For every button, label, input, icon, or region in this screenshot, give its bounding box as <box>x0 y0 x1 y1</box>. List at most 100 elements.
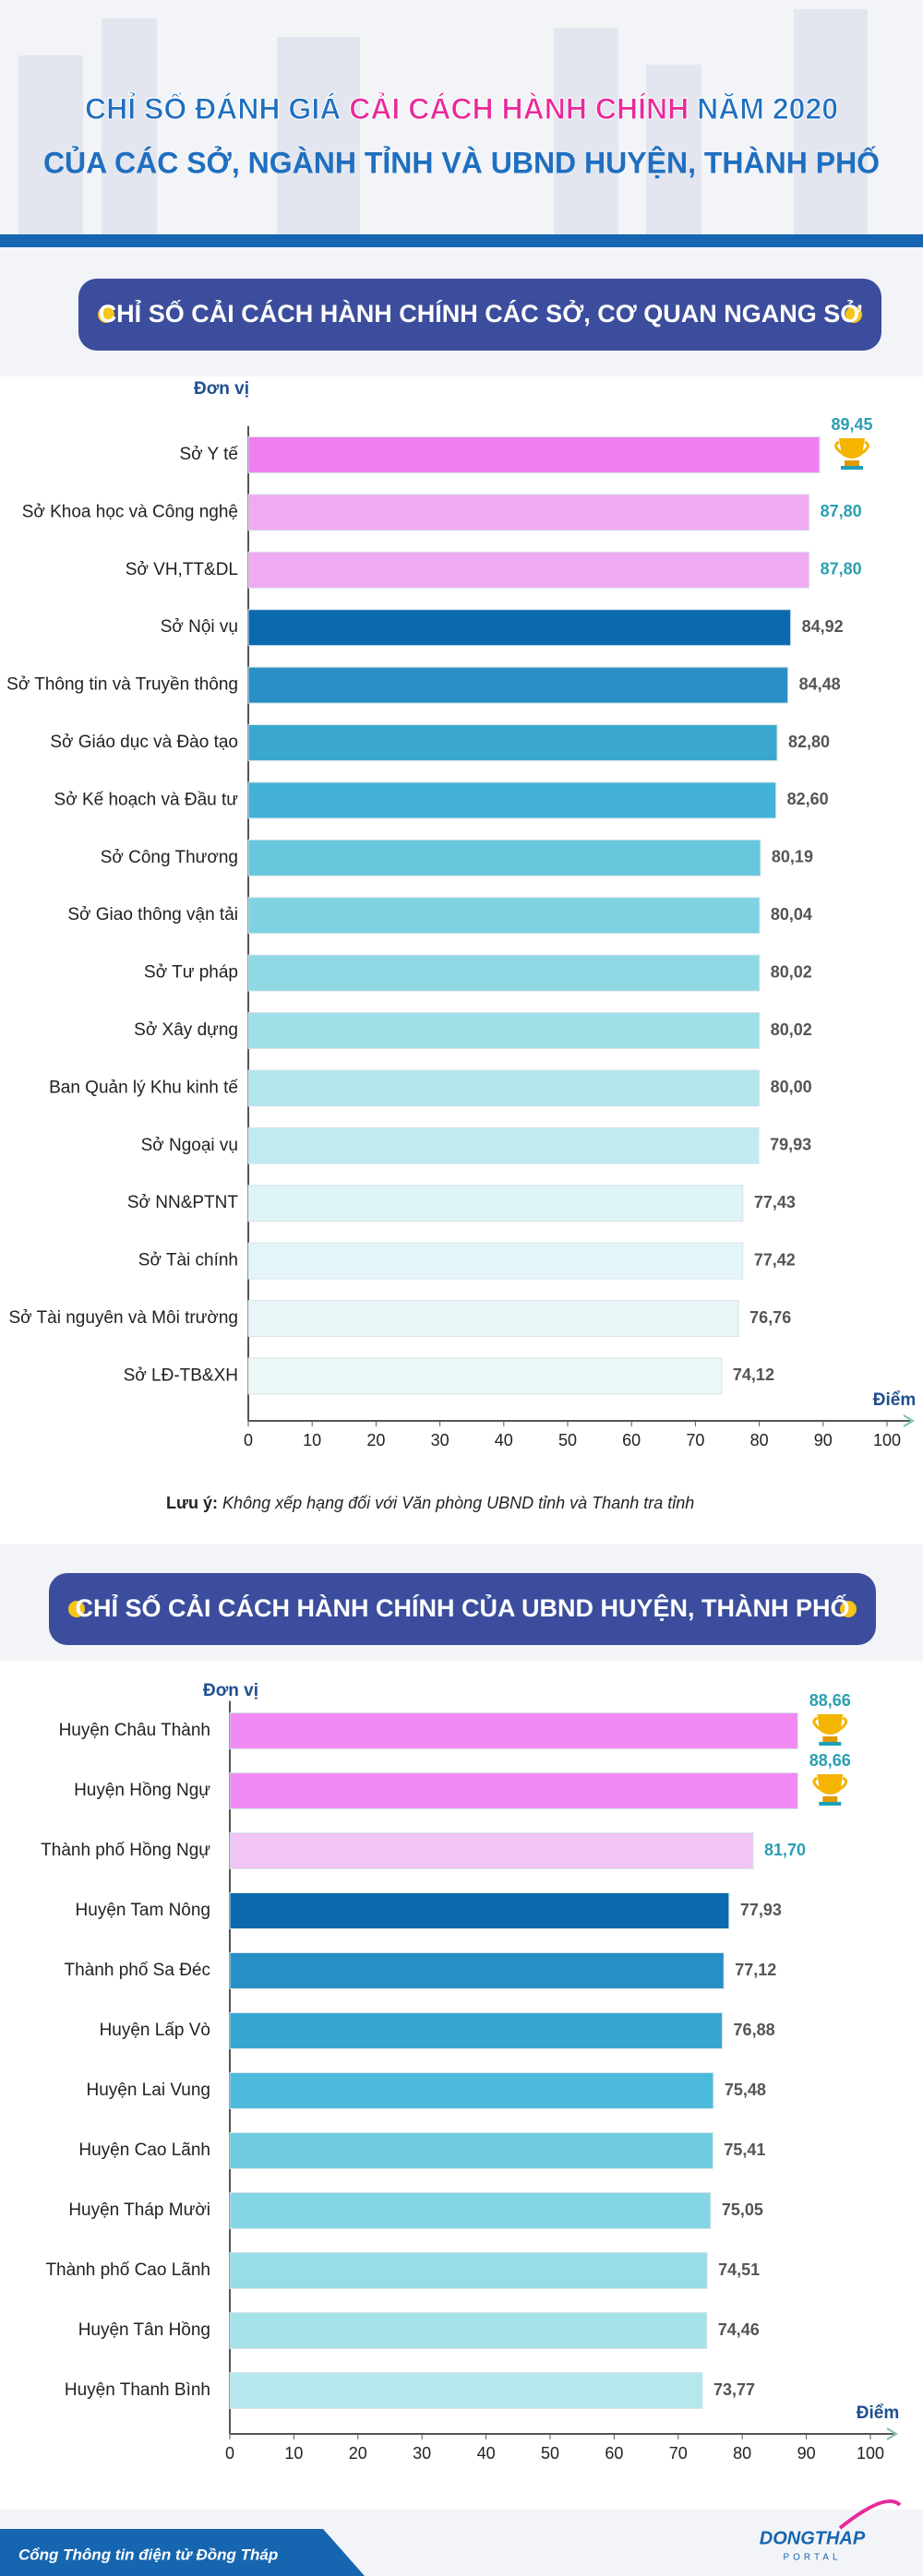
trophy-icon <box>834 438 869 470</box>
x-tick-label: 10 <box>303 1431 321 1449</box>
value-label: 87,80 <box>821 502 862 520</box>
category-label: Sở Xây dựng <box>134 1020 238 1040</box>
bar <box>229 2312 708 2349</box>
bar <box>247 609 792 647</box>
trophy-cup <box>838 438 865 459</box>
x-tick-label: 100 <box>873 1431 901 1449</box>
section-title-pill <box>78 279 881 351</box>
bar <box>229 2132 713 2169</box>
category-label: Sở Y tế <box>179 445 238 464</box>
x-tick-label: 80 <box>750 1431 769 1449</box>
x-tick-label: 60 <box>605 2444 623 2463</box>
bar <box>247 1185 744 1222</box>
footer-band <box>0 2529 365 2576</box>
value-label: 81,70 <box>764 1841 806 1859</box>
category-label: Huyện Thanh Bình <box>65 2380 210 2400</box>
bar <box>247 954 761 992</box>
logo-top: DONGTHAP <box>760 2528 866 2548</box>
bar <box>229 1952 725 1989</box>
bar <box>229 2072 714 2109</box>
logo-swoosh <box>838 2499 902 2530</box>
pill-dot <box>98 306 114 323</box>
bar <box>247 436 821 473</box>
category-label: Thành phố Cao Lãnh <box>45 2260 210 2280</box>
note-text: Không xếp hạng đối với Văn phòng UBND tỉ… <box>222 1494 694 1512</box>
x-tick-label: 90 <box>814 1431 833 1449</box>
bar <box>229 2192 712 2229</box>
section-title-pill <box>49 1573 876 1645</box>
value-label: 76,88 <box>734 2021 775 2039</box>
trophy-stand <box>819 1742 842 1746</box>
category-label: Huyện Lấp Vò <box>100 2021 210 2040</box>
x-tick-label: 70 <box>686 1431 704 1449</box>
bar <box>247 781 777 819</box>
value-label: 75,48 <box>725 2081 766 2099</box>
bar <box>247 897 761 935</box>
bar <box>247 724 778 761</box>
category-label: Huyện Lai Vung <box>86 2081 210 2100</box>
trophy-icon <box>812 1714 848 1746</box>
trophy-handles <box>812 1776 848 1791</box>
category-label: Sở VH,TT&DL <box>126 560 238 579</box>
category-label: Sở Công Thương <box>101 848 238 867</box>
bar <box>247 839 761 877</box>
value-label: 80,02 <box>771 1020 812 1039</box>
x-tick-label: 10 <box>284 2444 303 2463</box>
trophy-stand <box>819 1802 842 1806</box>
title-line-2: CỦA CÁC SỞ, NGÀNH TỈNH VÀ UBND HUYỆN, TH… <box>43 146 880 179</box>
value-label: 74,12 <box>733 1366 774 1384</box>
trophy-handles <box>812 1716 848 1731</box>
x-axis-label: Điểm <box>873 1390 916 1410</box>
bar <box>247 666 789 704</box>
category-label: Huyện Tháp Mười <box>68 2200 210 2220</box>
category-label: Sở Tài nguyên và Môi trường <box>8 1308 238 1328</box>
x-tick-label: 40 <box>495 1431 513 1449</box>
value-label: 77,43 <box>754 1193 796 1211</box>
trophy-base <box>844 460 859 466</box>
y-axis-label: Đơn vị <box>203 1681 258 1700</box>
category-label: Sở Giao thông vận tải <box>67 905 238 924</box>
x-axis-label: Điểm <box>857 2403 899 2423</box>
x-tick-label: 100 <box>857 2444 884 2463</box>
trophy-stand <box>840 466 863 470</box>
bar <box>247 1357 723 1395</box>
x-axis-arrow <box>886 2427 898 2440</box>
value-label: 74,46 <box>718 2320 760 2339</box>
bar <box>229 2012 724 2049</box>
x-axis-arrow <box>903 1414 915 1427</box>
x-tick-label: 50 <box>558 1431 577 1449</box>
x-tick-label: 20 <box>366 1431 385 1449</box>
logo-bottom: PORTAL <box>783 2553 841 2563</box>
title-line-1: CHỈ SỐ ĐÁNH GIÁ CẢI CÁCH HÀNH CHÍNH NĂM … <box>85 92 838 125</box>
pill-dot <box>68 1601 85 1617</box>
value-label: 77,12 <box>735 1961 776 1979</box>
value-label: 75,41 <box>724 2141 765 2159</box>
y-axis-label: Đơn vị <box>194 379 249 399</box>
category-label: Sở Tài chính <box>138 1251 238 1270</box>
bar <box>247 1069 761 1107</box>
section-title: CHỈ SỐ CẢI CÁCH HÀNH CHÍNH CÁC SỞ, CƠ QU… <box>99 298 862 328</box>
value-label: 82,60 <box>787 790 829 808</box>
category-label: Ban Quản lý Khu kinh tế <box>49 1078 238 1097</box>
trophy-icon <box>812 1774 848 1806</box>
category-label: Thành phố Hồng Ngự <box>41 1841 210 1860</box>
category-label: Sở Nội vụ <box>161 617 238 637</box>
x-tick-label: 0 <box>244 1431 253 1449</box>
note: Lưu ý: Không xếp hạng đối với Văn phòng … <box>166 1494 694 1512</box>
x-tick-label: 80 <box>733 2444 751 2463</box>
x-tick-label: 0 <box>225 2444 234 2463</box>
category-label: Huyện Tân Hồng <box>78 2320 210 2340</box>
category-label: Sở LĐ-TB&XH <box>124 1366 238 1385</box>
pill-dot <box>845 306 862 323</box>
value-label: 75,05 <box>722 2200 763 2219</box>
x-tick-label: 60 <box>622 1431 641 1449</box>
value-label: 76,76 <box>749 1308 791 1327</box>
bar <box>247 494 810 531</box>
category-label: Huyện Hồng Ngự <box>74 1781 210 1800</box>
bar <box>229 2252 708 2289</box>
bar <box>247 1242 744 1280</box>
value-label: 74,51 <box>718 2260 760 2279</box>
value-label: 80,00 <box>771 1078 812 1096</box>
skyline <box>18 9 868 240</box>
